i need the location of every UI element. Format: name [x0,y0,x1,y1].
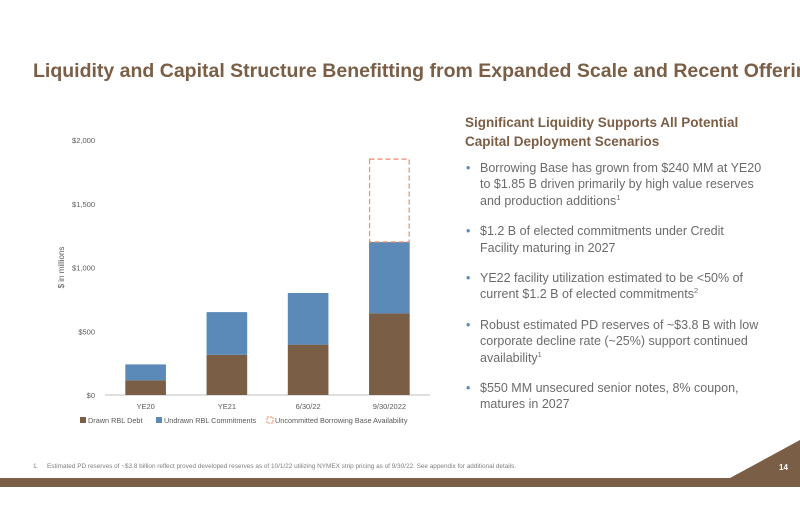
x-tick-label: YE20 [136,402,154,411]
bullet-text: $550 MM unsecured senior notes, 8% coupo… [480,381,739,412]
legend-swatch-undrawn [156,417,162,423]
bar-undrawn-commitments [287,293,329,345]
footnote-number: 1. [33,463,39,470]
bullet-dot-icon: • [466,224,471,239]
legend-label: Drawn RBL Debt [88,416,142,425]
bar-drawn-debt [369,313,410,395]
bullet-dot-icon: • [466,161,471,175]
x-tick-label: 9/30/2022 [373,402,406,411]
page-title: Liquidity and Capital Structure Benefitt… [33,60,800,82]
chart-svg: $ in millions $0 $500 $1,000 $1,500 $2,000 YE2… [57,136,430,425]
section-heading-line-2: Capital Deployment Scenarios [465,133,660,149]
legend-swatch-uncommitted [266,416,274,424]
bullet-footnote-ref: 1 [616,192,621,202]
footnote-text: Estimated PD reserves of ~$3.8 billion r… [47,463,517,470]
bar-uncommitted-availability [368,158,410,243]
bar-undrawn-commitments [206,312,248,355]
x-tick-label: YE21 [218,402,236,411]
right-panel: Significant Liquidity Supports All Poten… [465,114,765,427]
bullet-footnote-ref: 2 [693,286,699,296]
bullet-text: YE22 facility utilization estimated to b… [480,271,743,302]
y-tick-label: $500 [78,327,95,336]
bullet-text: Borrowing Base has grown from $240 MM at… [480,161,762,208]
y-tick-label: $1,000 [72,264,95,273]
bullet-text: $1.2 B of elected commitments under Cred… [480,224,724,255]
bullet-item: • Robust estimated PD reserves of ~$3.8 B… [465,317,765,366]
y-axis-label: $ in millions [57,247,66,289]
bullet-item: • Borrowing Base has grown from $240 MM a… [465,160,765,209]
legend-label: Uncommitted Borrowing Base Availability [275,416,408,425]
y-tick-label: $1,500 [72,200,95,209]
bar-drawn-debt [287,344,329,395]
bullet-list: • Borrowing Base has grown from $240 MM a… [465,160,765,413]
y-tick-label: $2,000 [72,136,95,145]
y-tick-label: $0 [87,391,95,400]
footnote: 1. Estimated PD reserves of ~$3.8 billion… [33,463,733,470]
page-number: 14 [779,463,788,472]
bar-drawn-debt [125,380,166,395]
bullet-item: • $550 MM unsecured senior notes, 8% coup… [465,380,765,413]
bullet-item: • $1.2 B of elected commitments under Cre… [465,223,765,256]
bullet-footnote-ref: 1 [537,349,542,359]
bullet-dot-icon: • [466,381,471,396]
section-heading-line-1: Significant Liquidity Supports All Poten… [465,115,739,130]
bullet-item: • YE22 facility utilization estimated to … [465,270,765,303]
bar-drawn-debt [206,354,248,395]
bullet-text: Robust estimated PD reserves of ~$3.8 B … [480,317,759,365]
x-tick-label: 6/30/22 [296,402,321,411]
bullet-dot-icon: • [466,317,471,332]
borrowing-base-chart: $ in millions $0 $500 $1,000 $1,500 $2,000 YE2… [40,125,440,435]
legend-label: Undrawn RBL Commitments [164,416,257,425]
bar-undrawn-commitments [125,364,166,381]
legend-swatch-drawn [80,417,86,423]
bar-undrawn-commitments [369,242,410,314]
section-heading: Significant Liquidity Supports All Poten… [465,114,765,151]
bullet-dot-icon: • [466,271,471,286]
